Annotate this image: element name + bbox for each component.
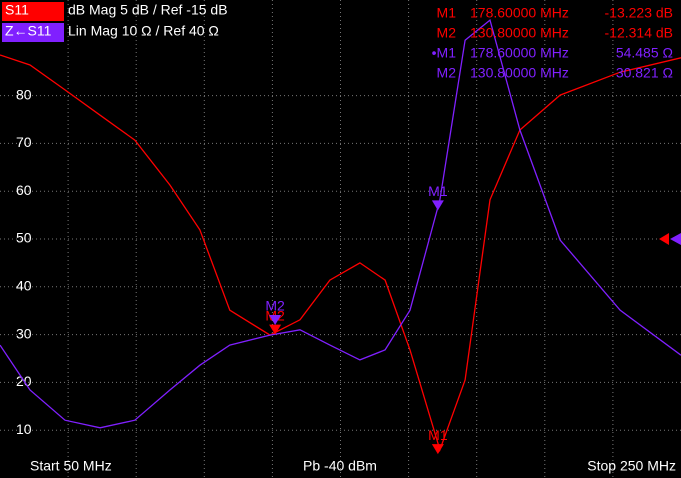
marker-label: M2 bbox=[265, 298, 285, 314]
trace-format: dB Mag 5 dB / Ref -15 dB bbox=[68, 2, 228, 18]
y-tick-label: 80 bbox=[16, 86, 32, 102]
marker-label: M1 bbox=[428, 183, 448, 199]
y-tick-label: 50 bbox=[16, 230, 32, 246]
readout-marker: M2 bbox=[437, 25, 457, 41]
y-tick-label: 30 bbox=[16, 325, 32, 341]
readout-freq: 130.80000 MHz bbox=[470, 25, 569, 41]
trace-format: Lin Mag 10 Ω / Ref 40 Ω bbox=[68, 23, 219, 39]
trace-name: Z←S11 bbox=[5, 23, 52, 39]
trace-name: S11 bbox=[5, 2, 29, 18]
y-tick-label: 70 bbox=[16, 134, 32, 150]
readout-freq: 130.80000 MHz bbox=[470, 65, 569, 81]
trace-badge bbox=[2, 23, 64, 42]
readout-freq: 178.60000 MHz bbox=[470, 5, 569, 21]
marker bbox=[431, 200, 444, 211]
marker bbox=[269, 315, 282, 326]
readout-marker: •M1 bbox=[432, 45, 457, 61]
readout-value: 54.485 Ω bbox=[616, 45, 673, 61]
y-tick-label: 10 bbox=[16, 421, 32, 437]
readout-value: -13.223 dB bbox=[605, 5, 674, 21]
readout-value: 30.821 Ω bbox=[616, 65, 673, 81]
readout-freq: 178.60000 MHz bbox=[470, 45, 569, 61]
trace bbox=[0, 54, 681, 452]
trace-badge bbox=[2, 2, 64, 21]
y-tick-label: 40 bbox=[16, 278, 32, 294]
ref-arrow bbox=[670, 233, 681, 245]
trace bbox=[0, 18, 681, 429]
readout-value: -12.314 dB bbox=[605, 25, 674, 41]
footer-text: Start 50 MHz bbox=[30, 458, 112, 474]
marker bbox=[269, 324, 282, 335]
marker bbox=[431, 444, 444, 455]
readout-marker: M1 bbox=[437, 5, 457, 21]
y-tick-label: 60 bbox=[16, 182, 32, 198]
ref-arrow bbox=[659, 233, 669, 245]
footer-text: Pb -40 dBm bbox=[303, 458, 377, 474]
marker-label: M1 bbox=[428, 427, 448, 443]
readout-marker: M2 bbox=[437, 65, 457, 81]
footer-text: Stop 250 MHz bbox=[587, 458, 676, 474]
